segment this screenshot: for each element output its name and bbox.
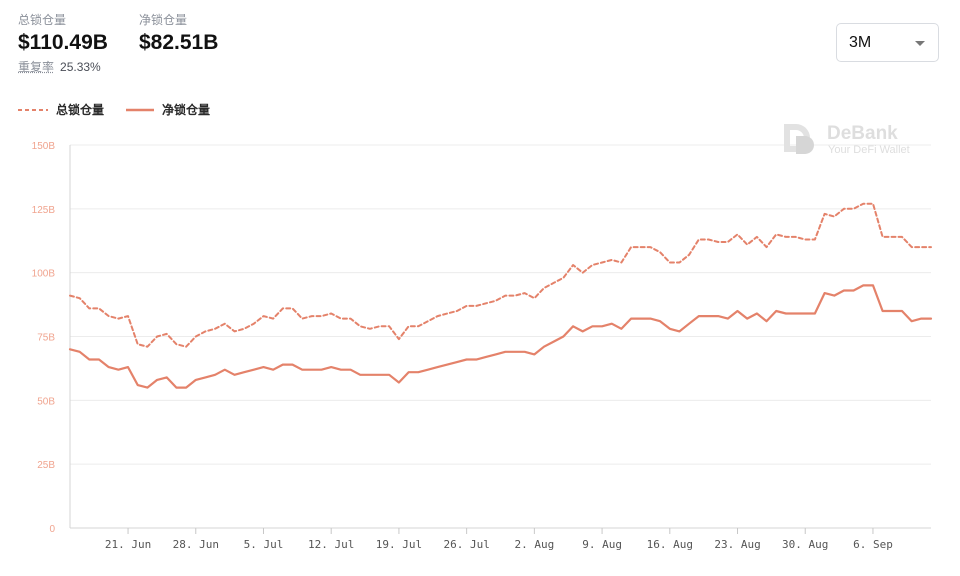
x-tick-label: 26. Jul	[443, 538, 489, 551]
x-tick-label: 28. Jun	[173, 538, 219, 551]
legend-item-total[interactable]: 总锁仓量	[18, 101, 104, 118]
watermark-brand: DeBank	[827, 123, 898, 144]
net-tvl-label: 净锁仓量	[139, 13, 188, 27]
time-range-value: 3M	[849, 34, 872, 51]
axis-layer: 0 25B 50B 75B 100B 125B 150B 21. Jun 28. Jun 5. J…	[32, 141, 893, 551]
net-tvl-stat: 净锁仓量 $82.51B	[139, 12, 218, 56]
x-tick-label: 16. Aug	[647, 538, 693, 551]
series-layer	[68, 202, 933, 389]
x-tick-label: 30. Aug	[782, 538, 828, 551]
legend-label-total: 总锁仓量	[56, 103, 105, 117]
x-tick-label: 5. Jul	[244, 538, 284, 551]
dashed-line-icon	[18, 108, 48, 111]
x-tick-label: 12. Jul	[308, 538, 354, 551]
debank-watermark: DeBank Your DeFi Wallet	[784, 123, 910, 156]
x-tick-label: 9. Aug	[582, 538, 622, 551]
y-tick-label: 75B	[37, 333, 55, 344]
y-tick-label: 125B	[32, 205, 56, 216]
x-tick-label: 2. Aug	[514, 538, 554, 551]
x-tick-label: 6. Sep	[853, 538, 893, 551]
solid-line-icon	[126, 108, 154, 111]
y-tick-label: 100B	[32, 269, 56, 280]
overlap-rate-label[interactable]: 重复率	[18, 60, 55, 74]
y-tick-label: 25B	[37, 460, 55, 471]
chevron-down-icon	[915, 41, 925, 46]
series-line-net-tvl	[68, 284, 933, 389]
x-tick-label: 23. Aug	[714, 538, 760, 551]
x-tick-label: 19. Jul	[376, 538, 422, 551]
watermark-tagline: Your DeFi Wallet	[828, 144, 910, 156]
y-tick-label: 0	[49, 524, 55, 535]
total-tvl-label: 总锁仓量	[18, 13, 67, 27]
net-tvl-value: $82.51B	[139, 31, 219, 54]
overlap-rate: 重复率 25.33%	[18, 58, 101, 75]
series-line-total-tvl	[69, 202, 932, 348]
total-tvl-value: $110.49B	[18, 31, 108, 54]
overlap-rate-value: 25.33%	[60, 60, 101, 74]
legend-label-net: 净锁仓量	[162, 103, 211, 117]
y-tick-label: 50B	[37, 396, 55, 407]
legend-item-net[interactable]: 净锁仓量	[126, 101, 210, 118]
debank-logo-icon	[784, 124, 814, 154]
grid-layer	[69, 144, 931, 529]
y-tick-label: 150B	[32, 141, 56, 152]
total-tvl-stat: 总锁仓量 $110.49B	[18, 12, 108, 56]
x-tick-label: 21. Jun	[105, 538, 151, 551]
time-range-select[interactable]: 3M	[836, 23, 939, 62]
